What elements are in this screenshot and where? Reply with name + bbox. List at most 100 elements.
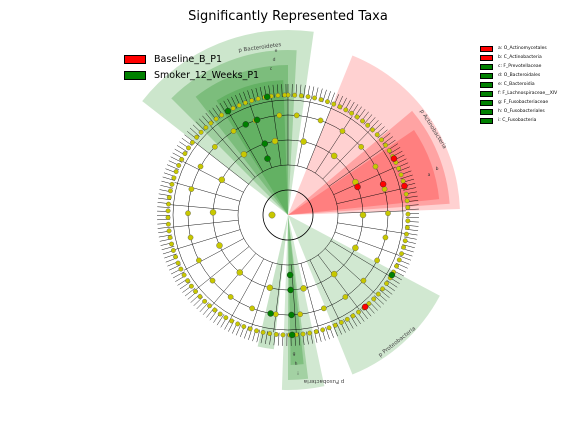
leaf-node	[212, 307, 218, 313]
clade-letter-e: e	[275, 49, 278, 54]
leaf-tick	[343, 319, 350, 331]
legend-label-baseline: Baseline_B_P1	[154, 53, 223, 65]
leaf-tick	[170, 156, 183, 163]
leaf-tick	[272, 84, 275, 98]
clade-swatch	[480, 54, 493, 61]
genus-node	[339, 128, 346, 134]
leaf-tick	[382, 136, 394, 145]
genus-node	[297, 311, 303, 318]
clade-legend-item: d: O_Bacteroidales	[480, 71, 557, 80]
leaf-tick	[398, 255, 412, 261]
leaf-node	[404, 231, 409, 237]
clade-legend: a: O_Actinomycetales b: C_Actinobacteria…	[480, 44, 557, 125]
genus-node	[212, 144, 218, 150]
clade-legend-label: b: C_Actinobacteria	[498, 55, 542, 60]
family-node	[300, 138, 307, 145]
root-ring	[262, 189, 314, 241]
clade-letter-b: b	[436, 166, 439, 172]
enriched-node-smoker	[288, 311, 295, 319]
leaf-node	[280, 332, 286, 338]
leaf-tick	[374, 295, 384, 305]
branch-spoke	[333, 166, 396, 195]
leaf-node	[331, 101, 337, 107]
family-node	[266, 284, 274, 291]
leaf-node	[166, 195, 172, 200]
leaf-tick	[172, 271, 185, 279]
leaf-node	[405, 218, 411, 224]
branch-spoke	[251, 262, 273, 328]
leaf-tick	[157, 226, 171, 229]
leaf-node	[179, 157, 185, 162]
leaf-node	[181, 272, 187, 278]
leaf-tick	[265, 331, 268, 345]
clade-legend-item: b: C_Actinobacteria	[480, 53, 557, 62]
leaf-node	[371, 296, 377, 302]
clade-legend-item: g: F_Fusobacteriaceae	[480, 98, 557, 107]
enriched-node-smoker	[242, 121, 249, 128]
leaf-node	[185, 278, 190, 284]
leaf-tick	[303, 85, 306, 99]
clade-letter-i: i	[297, 371, 298, 377]
leaf-node	[260, 329, 266, 335]
root-node	[268, 211, 276, 219]
leaf-node	[229, 318, 235, 324]
genus-node	[187, 234, 194, 241]
enriched-node-smoker	[253, 116, 261, 124]
leaf-node	[370, 127, 375, 133]
genus-ring	[172, 99, 404, 331]
leaf-node	[167, 235, 173, 240]
leaf-node	[202, 298, 208, 304]
leaf-tick	[179, 281, 191, 290]
leaf-node	[273, 332, 279, 337]
leaf-node	[380, 286, 385, 292]
branch-spoke	[170, 220, 239, 228]
leaf-node	[399, 251, 404, 257]
branch-spoke	[325, 248, 376, 295]
leaf-node	[235, 321, 241, 327]
leaf-node	[255, 96, 261, 102]
leaf-node	[292, 92, 298, 98]
enriched-node-smoker	[287, 286, 294, 294]
leaf-tick	[347, 101, 355, 114]
leaf-tick	[395, 262, 408, 269]
leaf-node	[332, 322, 338, 328]
clade-letter-c: c	[270, 67, 273, 72]
branch-spoke	[317, 254, 360, 310]
leaf-node	[326, 325, 332, 331]
branch-spoke	[297, 99, 311, 166]
leaf-node	[305, 94, 311, 100]
leaf-node	[170, 248, 176, 253]
clade-legend-label: i: C_Fusobacteria	[498, 118, 537, 123]
branch-spoke	[309, 259, 340, 322]
clade-shade-fusobacteriales	[288, 215, 309, 380]
enriched-node-baseline	[379, 180, 387, 188]
leaf-node	[168, 188, 173, 194]
genus-node	[382, 234, 389, 241]
branch-spoke	[336, 188, 404, 204]
leaf-node	[337, 104, 343, 110]
leaf-tick	[164, 253, 177, 259]
leaf-tick	[212, 107, 221, 119]
leaf-node	[169, 241, 174, 247]
leaf-node	[404, 198, 410, 204]
clade-shade-lachnospiraceae	[257, 215, 288, 350]
leaf-node	[165, 208, 171, 214]
leaf-tick	[386, 279, 398, 288]
clade-swatch	[480, 99, 493, 106]
genus-node	[273, 311, 279, 318]
leaf-tick	[306, 331, 309, 345]
leaf-tick	[311, 86, 315, 100]
clade-legend-label: h: O_Fusobacteriales	[498, 109, 545, 114]
leaf-node	[384, 281, 389, 286]
branch-spoke	[315, 115, 353, 174]
leaf-tick	[157, 206, 171, 208]
leaf-node	[275, 93, 281, 98]
clade-legend-label: d: O_Bacteroidales	[498, 73, 541, 78]
leaf-tick	[403, 236, 417, 240]
leaf-node	[193, 289, 198, 294]
clade-swatch	[480, 81, 493, 88]
leaf-node	[254, 328, 259, 334]
clade-shade-fusobacteriaceae	[288, 215, 304, 365]
branch-spoke	[211, 253, 257, 306]
